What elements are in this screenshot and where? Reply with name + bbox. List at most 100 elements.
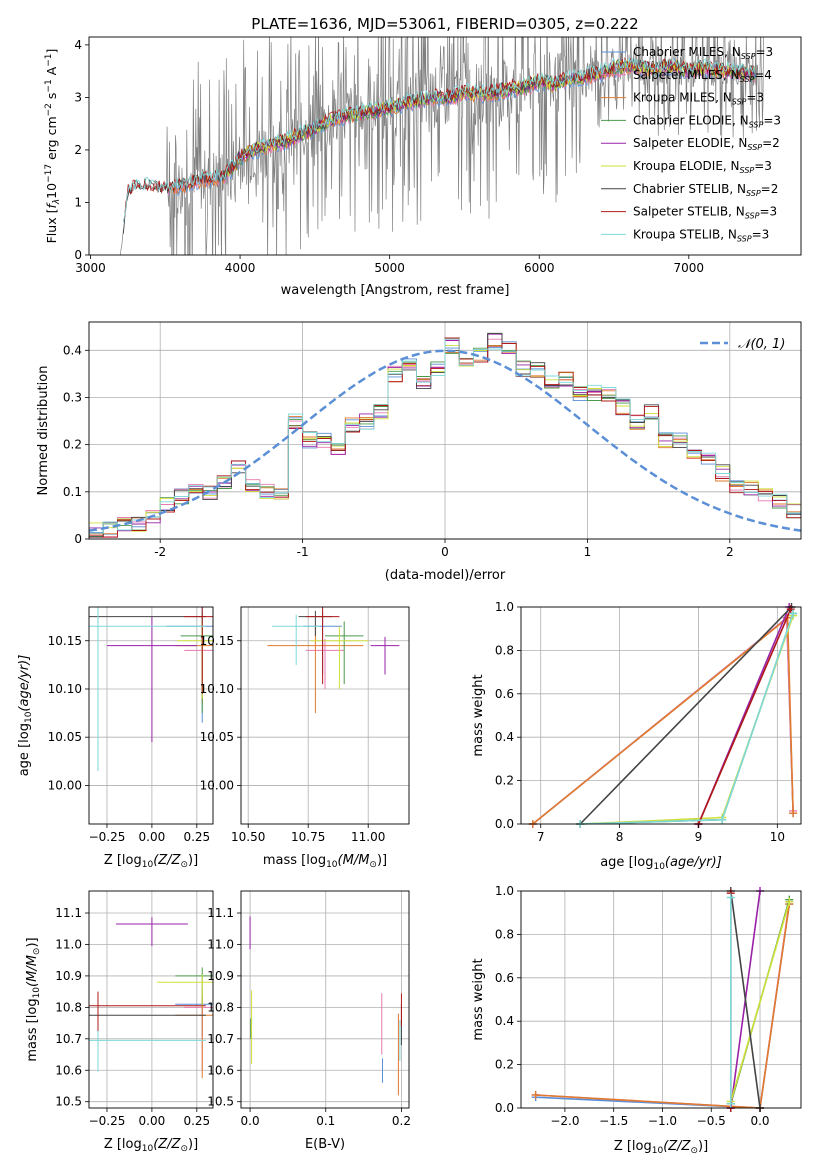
y-axis-label: age [log10(age/yr)]	[17, 655, 34, 777]
label-part: )]	[188, 1137, 198, 1152]
label-part: 3	[773, 113, 781, 127]
y-tick-label: 10.9	[207, 969, 234, 983]
x-tick-label: -1	[297, 545, 309, 559]
y-axis-label: mass weight	[471, 674, 486, 756]
label-part: Kroupa ELODIE	[633, 159, 723, 173]
x-tick-label: 0.25	[183, 830, 210, 844]
label-part: −2	[44, 103, 54, 116]
weight-line-kroupa-elodie	[730, 901, 791, 1102]
y-tick-label: 0.4	[63, 343, 82, 357]
label-part: Kroupa MILES	[633, 91, 715, 105]
label-part: (age/yr)]	[665, 855, 722, 870]
y-tick-label: 1.0	[495, 884, 514, 898]
label-part: Salpeter ELODIE	[633, 136, 731, 150]
x-tick-label: 7	[537, 830, 545, 844]
y-tick-label: 0.4	[495, 1014, 514, 1028]
axes-frame	[88, 606, 214, 825]
weight-marker	[786, 605, 795, 614]
x-tick-label: 9	[695, 830, 703, 844]
x-axis-label: (data-model)/error	[385, 568, 506, 583]
y-tick-label: 10.15	[48, 634, 82, 648]
legend-sub: SSP	[740, 166, 755, 175]
legend-sep: , N	[724, 45, 741, 59]
x-tick-label: 0.00	[139, 1114, 166, 1128]
legend-sub: SSP	[749, 120, 764, 129]
x-tick-label: −2.0	[550, 1114, 579, 1128]
x-tick-label: 7000	[674, 261, 705, 275]
legend-eq: =	[763, 113, 773, 127]
legend-eq: =	[746, 91, 756, 105]
panel-weight_Z: −2.0 −1.5 −1.0 −0.5 0.0 0.0 0.2 0.4 0.6 0.8 1.0 Z […	[471, 884, 802, 1156]
y-tick-label: 10.10	[48, 682, 82, 696]
axes-frame	[88, 890, 214, 1109]
label-part: Chabrier MILES	[633, 45, 724, 59]
label-part: )]	[377, 853, 387, 868]
x-tick-label: −0.25	[89, 1114, 126, 1128]
legend-entry: Chabrier MILES, NSSP=3	[633, 45, 773, 61]
label-part: 3	[756, 91, 764, 105]
y-tick-label: 2	[74, 143, 82, 157]
axes-frame	[240, 890, 410, 1109]
histogram-kroupa-miles	[89, 345, 801, 539]
plot-area-age_Z	[89, 607, 213, 771]
x-tick-label: 0.25	[183, 1114, 210, 1128]
label-part: 3	[764, 159, 772, 173]
label-part: f	[44, 203, 59, 209]
x-axis-label: Z [log10(Z/Z⊙)]	[104, 1137, 198, 1154]
y-tick-label: 11.0	[55, 937, 82, 951]
x-axis-label: Z [log10(Z/Z⊙)]	[614, 1139, 708, 1156]
y-tick-label: 3	[74, 90, 82, 104]
label-part: (Z/Z	[153, 853, 181, 868]
label-part: 10	[142, 1144, 154, 1154]
y-tick-label: 0.2	[63, 438, 82, 452]
label-part: (Z/Z	[153, 1137, 181, 1152]
histogram-kroupa-elodie	[89, 342, 801, 539]
y-tick-label: 10.8	[55, 1000, 82, 1014]
legend-sep: , N	[715, 91, 732, 105]
legend-sub: SSP	[737, 234, 752, 243]
histogram-salpeter-elodie	[89, 333, 801, 539]
weight-marker	[726, 1099, 735, 1108]
plot-area-age_mass	[267, 607, 400, 714]
x-tick-label: 0.0	[750, 1114, 769, 1128]
label-part: age [log	[17, 723, 32, 776]
x-tick-label: 0.1	[316, 1114, 335, 1128]
x-axis-label: mass [log10(M/M⊙)]	[263, 853, 387, 870]
axes-frame	[240, 606, 410, 825]
label-part: Z [log	[104, 1137, 142, 1152]
y-tick-label: 0	[74, 532, 82, 546]
axes-frame	[520, 606, 802, 825]
x-tick-label: 6000	[524, 261, 555, 275]
legend-entry: Kroupa ELODIE, NSSP=3	[633, 159, 772, 175]
label-part: ]	[44, 49, 59, 54]
histogram-salpeter-miles	[89, 338, 801, 539]
x-tick-label: 8	[616, 830, 624, 844]
label-part: 2	[772, 136, 780, 150]
legend-sep: , N	[731, 136, 748, 150]
label-part: −17	[44, 164, 54, 183]
figure-title: PLATE=1636, MJD=53061, FIBERID=0305, z=0…	[251, 15, 638, 33]
x-tick-label: 10	[770, 830, 785, 844]
x-tick-label: 3000	[75, 261, 106, 275]
legend-sep: , N	[729, 182, 746, 196]
y-tick-label: 10.05	[200, 730, 234, 744]
legend-eq: =	[755, 45, 765, 59]
label-part: 10	[44, 183, 59, 199]
label-part: s	[44, 93, 59, 104]
panel-mass_Z: −0.25 0.00 0.25 10.5 10.6 10.7 10.8 10.9 11.0 11.…	[25, 890, 214, 1154]
x-tick-label: −1.0	[648, 1114, 677, 1128]
y-tick-label: 0.8	[495, 643, 514, 657]
panel-mass_ebv: 0.0 0.1 0.2 10.5 10.6 10.7 10.8 10.9 11.0 11.1 E(B…	[207, 890, 411, 1152]
x-axis-label: age [log10(age/yr)]	[600, 855, 722, 872]
label-part: Z [log	[614, 1139, 652, 1154]
y-tick-label: 0	[74, 248, 82, 262]
label-part: Chabrier ELODIE	[633, 113, 732, 127]
legend-entry: Salpeter STELIB, NSSP=3	[633, 205, 777, 221]
axes-frame	[88, 321, 802, 540]
label-part: 10	[652, 1146, 664, 1156]
weight-line-kroupa-stelib	[580, 613, 794, 825]
label-part: (age/yr)]	[17, 655, 32, 712]
y-tick-label: 11.1	[55, 906, 82, 920]
legend-sep: , N	[720, 227, 737, 241]
